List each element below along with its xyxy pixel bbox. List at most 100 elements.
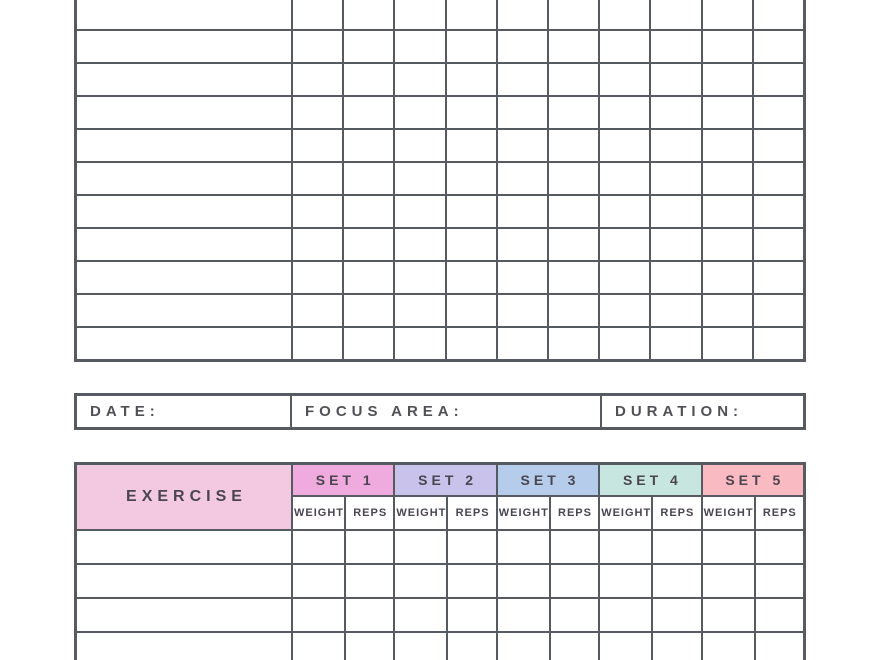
log-grid-cell — [753, 64, 803, 95]
log-grid-cell — [395, 0, 445, 29]
log-grid-cell — [651, 97, 701, 128]
exercise-entry-cell — [395, 565, 447, 597]
log-grid-cell — [651, 31, 701, 62]
exercise-entry-cell — [346, 565, 394, 597]
log-grid-cell — [395, 229, 445, 260]
log-grid-cell — [600, 0, 650, 29]
log-grid-cell — [344, 31, 394, 62]
log-grid-cell — [651, 64, 701, 95]
exercise-entry-cell — [293, 565, 344, 597]
log-grid-cell — [651, 130, 701, 161]
log-grid-cell — [702, 97, 752, 128]
log-grid-cell — [77, 229, 291, 260]
exercise-entry-cell — [497, 565, 549, 597]
exercise-log-table: EXERCISE SET 1 SET 2 SET 3 SET 4 SET 5 W… — [74, 462, 806, 660]
log-grid-cell — [395, 196, 445, 227]
exercise-entry-cell — [600, 599, 652, 631]
log-grid-cell — [497, 97, 547, 128]
exercise-entry-cell — [702, 599, 754, 631]
exercise-entry-cell — [702, 565, 754, 597]
log-grid-cell — [600, 295, 650, 326]
log-grid-cell — [549, 295, 599, 326]
log-grid-cell — [293, 229, 343, 260]
log-grid-cell — [600, 229, 650, 260]
log-grid-cell — [497, 163, 547, 194]
log-grid-cell — [293, 31, 343, 62]
exercise-entry-cell — [600, 565, 652, 597]
exercise-entry-cell — [653, 599, 701, 631]
set-1-reps-header: REPS — [346, 497, 394, 529]
log-grid-cell — [753, 0, 803, 29]
log-grid-cell — [395, 295, 445, 326]
log-grid-cell — [446, 328, 496, 359]
exercise-entry-cell — [448, 531, 496, 563]
log-grid-cell — [651, 0, 701, 29]
set-4-reps-header: REPS — [653, 497, 701, 529]
exercise-entry-cell — [448, 633, 496, 660]
log-grid-cell — [497, 130, 547, 161]
log-grid-cell — [497, 262, 547, 293]
log-grid-cell — [446, 0, 496, 29]
log-grid-cell — [497, 196, 547, 227]
log-grid-cell — [497, 295, 547, 326]
exercise-entry-cell — [755, 599, 803, 631]
log-grid-cell — [344, 130, 394, 161]
log-grid-cell — [446, 229, 496, 260]
log-grid-cell — [753, 262, 803, 293]
log-grid-cell — [600, 262, 650, 293]
log-grid-cell — [77, 64, 291, 95]
log-grid-cell — [77, 196, 291, 227]
log-grid-cell — [600, 130, 650, 161]
log-grid-cell — [395, 31, 445, 62]
log-grid-cell — [77, 295, 291, 326]
log-grid-cell — [344, 163, 394, 194]
log-grid-cell — [702, 31, 752, 62]
exercise-entry-cell — [497, 531, 549, 563]
set-4-weight-header: WEIGHT — [600, 497, 652, 529]
exercise-entry-cell — [497, 599, 549, 631]
log-grid-cell — [344, 64, 394, 95]
duration-label: DURATION: — [615, 403, 744, 420]
log-grid-cell — [344, 196, 394, 227]
set-5-weight-header: WEIGHT — [702, 497, 754, 529]
log-grid-cell — [600, 97, 650, 128]
exercise-entry-cell — [77, 531, 291, 563]
log-grid-cell — [344, 295, 394, 326]
set-2-reps-header: REPS — [448, 497, 496, 529]
log-grid-cell — [651, 196, 701, 227]
log-grid-cell — [549, 64, 599, 95]
log-grid-cell — [702, 64, 752, 95]
log-grid-cell — [446, 97, 496, 128]
date-field: DATE: — [77, 396, 290, 427]
exercise-entry-cell — [346, 633, 394, 660]
log-grid-cell — [549, 130, 599, 161]
exercise-entry-cell — [448, 565, 496, 597]
exercise-entry-cell — [755, 531, 803, 563]
exercise-entry-cell — [600, 633, 652, 660]
log-grid-cell — [651, 163, 701, 194]
exercise-entry-cell — [550, 599, 599, 631]
weekly-log-grid — [74, 0, 806, 362]
log-grid-cell — [702, 295, 752, 326]
log-grid-cell — [395, 262, 445, 293]
exercise-entry-cell — [346, 599, 394, 631]
date-label: DATE: — [90, 403, 160, 420]
log-grid-cell — [344, 262, 394, 293]
log-grid-cell — [497, 31, 547, 62]
set-4-header: SET 4 — [600, 465, 701, 495]
set-1-header: SET 1 — [293, 465, 394, 495]
log-grid-cell — [702, 229, 752, 260]
log-grid-cell — [753, 97, 803, 128]
duration-field: DURATION: — [602, 396, 803, 427]
log-grid-cell — [549, 196, 599, 227]
exercise-entry-cell — [550, 633, 599, 660]
set-2-weight-header: WEIGHT — [395, 497, 447, 529]
log-grid-cell — [651, 295, 701, 326]
log-grid-cell — [702, 163, 752, 194]
exercise-entry-cell — [395, 599, 447, 631]
log-grid-cell — [77, 130, 291, 161]
set-5-header: SET 5 — [702, 465, 803, 495]
log-grid-cell — [549, 0, 599, 29]
log-grid-cell — [293, 0, 343, 29]
